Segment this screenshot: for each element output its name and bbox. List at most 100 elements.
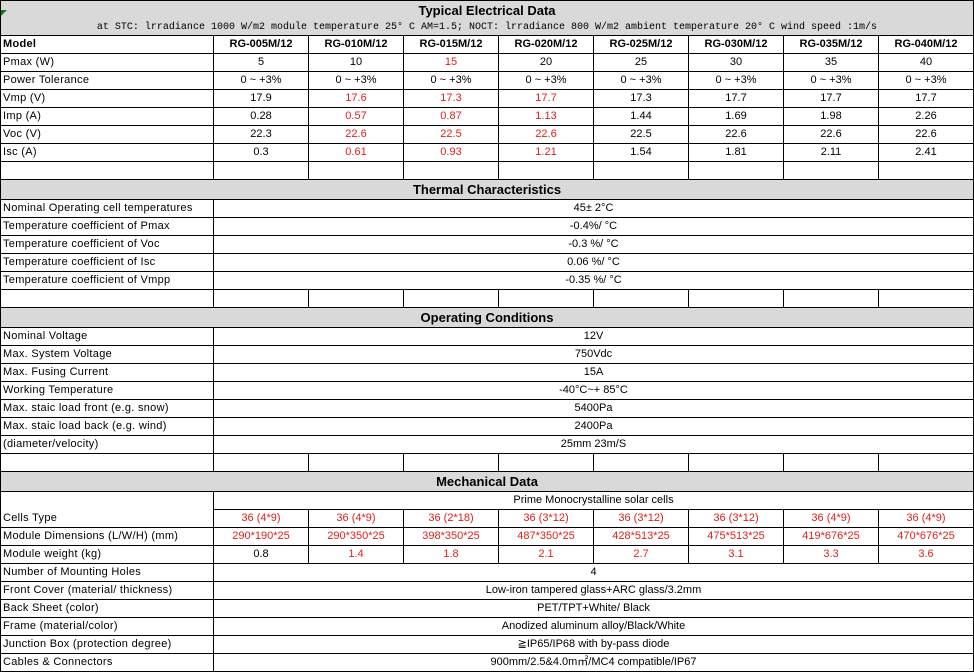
value-cell[interactable]: 5400Pa bbox=[213, 399, 974, 418]
empty-cell[interactable] bbox=[0, 161, 214, 180]
value-cell[interactable]: 1.54 bbox=[593, 143, 689, 162]
value-cell[interactable]: -40°C~+ 85°C bbox=[213, 381, 974, 400]
value-cell[interactable]: 17.9 bbox=[213, 89, 309, 108]
row-label[interactable]: Temperature coefficient of Vmpp bbox=[0, 271, 214, 290]
value-cell[interactable]: 36 (3*12) bbox=[498, 509, 594, 528]
row-label[interactable]: Max. staic load front (e.g. snow) bbox=[0, 399, 214, 418]
value-cell[interactable]: -0.3 %/ °C bbox=[213, 235, 974, 254]
value-cell[interactable]: 25mm 23m/S bbox=[213, 435, 974, 454]
empty-cell[interactable] bbox=[878, 161, 974, 180]
value-cell[interactable]: 290*350*25 bbox=[308, 527, 404, 546]
value-cell[interactable]: 30 bbox=[688, 53, 784, 72]
empty-cell[interactable] bbox=[498, 453, 594, 472]
model-header[interactable]: RG-005M/12 bbox=[213, 35, 309, 54]
section-title-thermal[interactable]: Thermal Characteristics bbox=[0, 179, 974, 200]
value-cell[interactable]: 4 bbox=[213, 563, 974, 582]
empty-cell[interactable] bbox=[213, 453, 309, 472]
empty-cell[interactable] bbox=[308, 289, 404, 308]
value-cell[interactable]: 22.6 bbox=[878, 125, 974, 144]
value-cell[interactable]: 40 bbox=[878, 53, 974, 72]
value-cell[interactable]: 0 ~ +3% bbox=[308, 71, 404, 90]
cells-heading[interactable]: Prime Monocrystalline solar cells bbox=[213, 491, 974, 510]
value-cell[interactable]: 45± 2°C bbox=[213, 199, 974, 218]
row-label[interactable]: Max. staic load back (e.g. wind) bbox=[0, 417, 214, 436]
value-cell[interactable]: 475*513*25 bbox=[688, 527, 784, 546]
empty-cell[interactable] bbox=[498, 161, 594, 180]
empty-cell[interactable] bbox=[878, 453, 974, 472]
value-cell[interactable]: 15 bbox=[403, 53, 499, 72]
value-cell[interactable]: 17.7 bbox=[878, 89, 974, 108]
empty-cell[interactable] bbox=[498, 289, 594, 308]
value-cell[interactable]: -0.4%/ °C bbox=[213, 217, 974, 236]
model-header[interactable]: RG-010M/12 bbox=[308, 35, 404, 54]
value-cell[interactable]: 1.4 bbox=[308, 545, 404, 564]
row-label[interactable]: Nominal Operating cell temperatures bbox=[0, 199, 214, 218]
value-cell[interactable]: 900mm/2.5&4.0m㎡/MC4 compatible/IP67 bbox=[213, 653, 974, 672]
value-cell[interactable]: 25 bbox=[593, 53, 689, 72]
value-cell[interactable]: 17.3 bbox=[593, 89, 689, 108]
empty-cell[interactable] bbox=[308, 161, 404, 180]
row-label[interactable]: Imp (A) bbox=[0, 107, 214, 126]
value-cell[interactable]: 1.44 bbox=[593, 107, 689, 126]
value-cell[interactable]: 0 ~ +3% bbox=[783, 71, 879, 90]
empty-cell[interactable] bbox=[688, 289, 784, 308]
value-cell[interactable]: 0.57 bbox=[308, 107, 404, 126]
value-cell[interactable]: ≧IP65/IP68 with by-pass diode bbox=[213, 635, 974, 654]
empty-cell[interactable] bbox=[403, 289, 499, 308]
value-cell[interactable]: 17.7 bbox=[783, 89, 879, 108]
value-cell[interactable]: 17.7 bbox=[498, 89, 594, 108]
value-cell[interactable]: 22.6 bbox=[783, 125, 879, 144]
value-cell[interactable]: 290*190*25 bbox=[213, 527, 309, 546]
row-label[interactable]: Cells Type bbox=[0, 491, 214, 528]
empty-cell[interactable] bbox=[593, 161, 689, 180]
value-cell[interactable]: 15A bbox=[213, 363, 974, 382]
value-cell[interactable]: 0.28 bbox=[213, 107, 309, 126]
empty-cell[interactable] bbox=[308, 453, 404, 472]
empty-cell[interactable] bbox=[688, 161, 784, 180]
row-label[interactable]: Temperature coefficient of Pmax bbox=[0, 217, 214, 236]
value-cell[interactable]: 398*350*25 bbox=[403, 527, 499, 546]
empty-cell[interactable] bbox=[783, 161, 879, 180]
empty-cell[interactable] bbox=[878, 289, 974, 308]
value-cell[interactable]: 1.81 bbox=[688, 143, 784, 162]
empty-cell[interactable] bbox=[0, 453, 214, 472]
value-cell[interactable]: 36 (4*9) bbox=[878, 509, 974, 528]
value-cell[interactable]: 0.93 bbox=[403, 143, 499, 162]
value-cell[interactable]: 36 (3*12) bbox=[688, 509, 784, 528]
empty-cell[interactable] bbox=[213, 161, 309, 180]
row-label[interactable]: Power Tolerance bbox=[0, 71, 214, 90]
value-cell[interactable]: 3.3 bbox=[783, 545, 879, 564]
value-cell[interactable]: 36 (3*12) bbox=[593, 509, 689, 528]
value-cell[interactable]: 750Vdc bbox=[213, 345, 974, 364]
section-title-mechanical[interactable]: Mechanical Data bbox=[0, 471, 974, 492]
value-cell[interactable]: 1.98 bbox=[783, 107, 879, 126]
value-cell[interactable]: 2.26 bbox=[878, 107, 974, 126]
value-cell[interactable]: 17.3 bbox=[403, 89, 499, 108]
value-cell[interactable]: 1.8 bbox=[403, 545, 499, 564]
value-cell[interactable]: -0.35 %/ °C bbox=[213, 271, 974, 290]
empty-cell[interactable] bbox=[0, 289, 214, 308]
value-cell[interactable]: 10 bbox=[308, 53, 404, 72]
value-cell[interactable]: 470*676*25 bbox=[878, 527, 974, 546]
row-label[interactable]: Nominal Voltage bbox=[0, 327, 214, 346]
value-cell[interactable]: 0.61 bbox=[308, 143, 404, 162]
value-cell[interactable]: 2400Pa bbox=[213, 417, 974, 436]
value-cell[interactable]: 0 ~ +3% bbox=[403, 71, 499, 90]
value-cell[interactable]: 428*513*25 bbox=[593, 527, 689, 546]
value-cell[interactable]: 2.41 bbox=[878, 143, 974, 162]
value-cell[interactable]: 487*350*25 bbox=[498, 527, 594, 546]
row-label[interactable]: Module Dimensions (L/W/H) (mm) bbox=[0, 527, 214, 546]
value-cell[interactable]: 1.21 bbox=[498, 143, 594, 162]
row-label[interactable]: Isc (A) bbox=[0, 143, 214, 162]
value-cell[interactable]: 1.13 bbox=[498, 107, 594, 126]
value-cell[interactable]: 0 ~ +3% bbox=[593, 71, 689, 90]
value-cell[interactable]: 17.7 bbox=[688, 89, 784, 108]
value-cell[interactable]: 22.6 bbox=[498, 125, 594, 144]
section-title-electrical[interactable]: Typical Electrical Data bbox=[0, 0, 974, 20]
value-cell[interactable]: Anodized aluminum alloy/Black/White bbox=[213, 617, 974, 636]
value-cell[interactable]: 2.1 bbox=[498, 545, 594, 564]
value-cell[interactable]: 20 bbox=[498, 53, 594, 72]
row-label[interactable]: Max. Fusing Current bbox=[0, 363, 214, 382]
value-cell[interactable]: PET/TPT+White/ Black bbox=[213, 599, 974, 618]
row-label[interactable]: Temperature coefficient of Voc bbox=[0, 235, 214, 254]
